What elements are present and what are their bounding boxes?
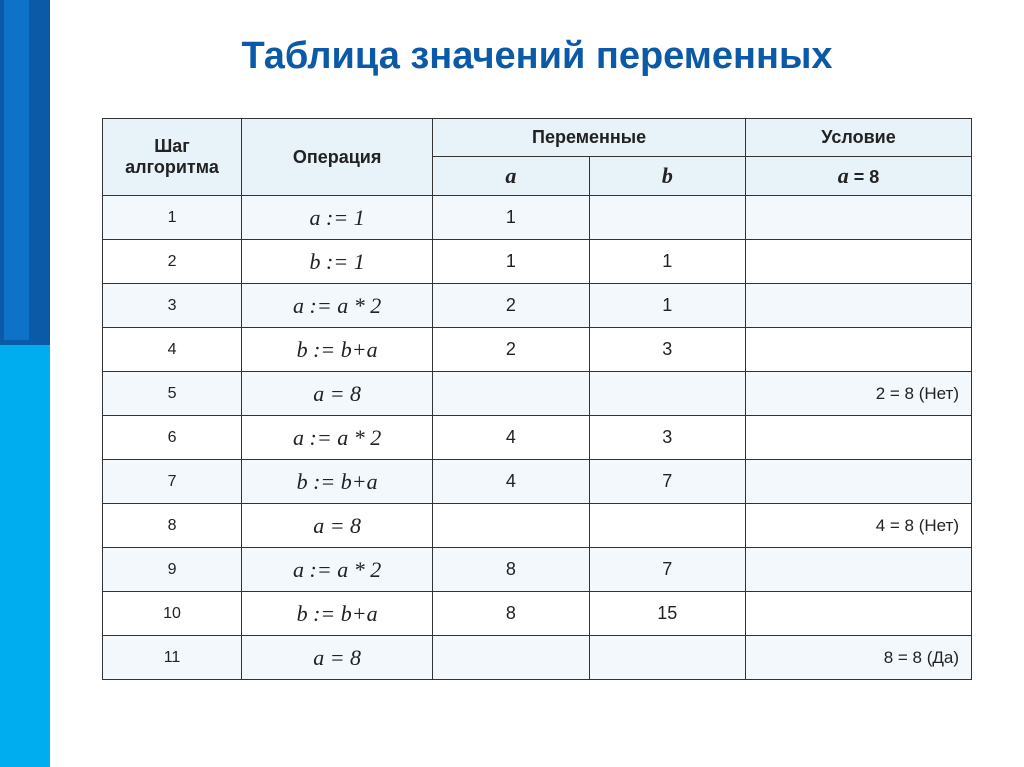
cell-var-b [589,504,745,548]
cell-var-b: 3 [589,328,745,372]
cell-var-b: 15 [589,592,745,636]
cell-step: 10 [103,592,242,636]
cell-var-a [433,372,589,416]
cell-var-a [433,636,589,680]
cell-var-b: 7 [589,548,745,592]
cell-operation: a = 8 [242,372,433,416]
table-row: 8a = 8 4 = 8 (Нет) [103,504,972,548]
cell-step: 9 [103,548,242,592]
cell-condition: 8 = 8 (Да) [746,636,972,680]
cell-step: 1 [103,196,242,240]
cell-operation: a := 1 [242,196,433,240]
table-row: 5a = 8 2 = 8 (Нет) [103,372,972,416]
variable-trace-table: Шаг алгоритма Операция Переменные Услови… [102,118,972,680]
cell-condition [746,460,972,504]
cell-var-b [589,372,745,416]
cell-operation: b := 1 [242,240,433,284]
table-header-row-1: Шаг алгоритма Операция Переменные Услови… [103,119,972,157]
cell-step: 4 [103,328,242,372]
cell-operation: b := b+a [242,592,433,636]
header-step: Шаг алгоритма [103,119,242,196]
cell-condition [746,240,972,284]
cell-var-a: 1 [433,196,589,240]
cell-step: 3 [103,284,242,328]
cell-var-a: 2 [433,328,589,372]
cell-condition [746,592,972,636]
header-condition: Условие [746,119,972,157]
table-row: 3a := a * 221 [103,284,972,328]
cell-condition [746,328,972,372]
header-variables: Переменные [433,119,746,157]
table-row: 11a = 8 8 = 8 (Да) [103,636,972,680]
cell-step: 6 [103,416,242,460]
cell-condition: 2 = 8 (Нет) [746,372,972,416]
cell-condition [746,284,972,328]
table-row: 7b := b+a47 [103,460,972,504]
table-row: 6a := a * 243 [103,416,972,460]
cell-operation: b := b+a [242,460,433,504]
cell-var-b [589,196,745,240]
table-row: 1a := 11 [103,196,972,240]
cell-var-a: 2 [433,284,589,328]
header-operation: Операция [242,119,433,196]
cell-var-a: 1 [433,240,589,284]
cell-var-b: 3 [589,416,745,460]
cell-var-a: 4 [433,460,589,504]
cell-var-a: 8 [433,592,589,636]
table-row: 9a := a * 287 [103,548,972,592]
cell-var-b: 1 [589,240,745,284]
cell-operation: a := a * 2 [242,416,433,460]
subheader-a: a [433,157,589,196]
table-row: 4b := b+a23 [103,328,972,372]
cell-condition [746,548,972,592]
cell-step: 7 [103,460,242,504]
table-body: 1a := 112b := 1113a := a * 2214b := b+a2… [103,196,972,680]
cell-operation: a := a * 2 [242,548,433,592]
main-content: Таблица значений переменных Шаг алгоритм… [50,0,1024,705]
cell-step: 5 [103,372,242,416]
cell-var-b [589,636,745,680]
subheader-cond: a = 8 [746,157,972,196]
cell-operation: b := b+a [242,328,433,372]
cell-condition: 4 = 8 (Нет) [746,504,972,548]
sidebar-accent [0,0,50,767]
cell-var-a: 8 [433,548,589,592]
cell-var-b: 1 [589,284,745,328]
cell-operation: a = 8 [242,636,433,680]
page-title: Таблица значений переменных [95,35,979,78]
cell-step: 2 [103,240,242,284]
cell-var-a [433,504,589,548]
table-row: 2b := 111 [103,240,972,284]
cell-var-b: 7 [589,460,745,504]
cell-step: 11 [103,636,242,680]
table-row: 10b := b+a815 [103,592,972,636]
cell-condition [746,196,972,240]
cell-condition [746,416,972,460]
cell-operation: a := a * 2 [242,284,433,328]
cell-var-a: 4 [433,416,589,460]
cell-step: 8 [103,504,242,548]
subheader-b: b [589,157,745,196]
cell-operation: a = 8 [242,504,433,548]
